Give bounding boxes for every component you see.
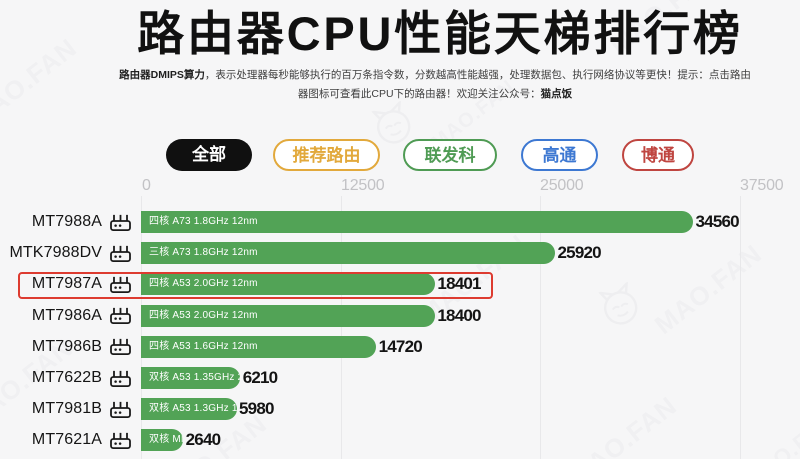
bar: 四核 A53 1.6GHz 12nm	[141, 335, 377, 358]
router-icon[interactable]	[110, 245, 131, 262]
gridline-0	[141, 196, 142, 459]
router-icon[interactable]	[110, 401, 131, 418]
router-icon[interactable]	[110, 338, 131, 356]
cpu-name: MT7981B	[31, 400, 102, 418]
bar-value: 34560	[695, 212, 740, 231]
bar: 双核 A53 1.35GHz 28nm	[141, 367, 241, 389]
bar: 四核 A73 1.8GHz 12nm	[141, 211, 694, 233]
router-icon[interactable]	[110, 276, 131, 293]
router-icon[interactable]	[110, 370, 131, 387]
bar-spec-label: 双核 A53 1.35GHz 28nm	[149, 372, 240, 383]
bar-spec-label: 三核 A73 1.8GHz 12nm	[149, 247, 258, 259]
highlight-box	[18, 271, 493, 299]
filter-mediatek-button[interactable]: 联发科	[403, 138, 497, 171]
bar-spec-label: 四核 A53 1.6GHz 12nm	[149, 340, 258, 352]
router-icon[interactable]	[110, 214, 131, 231]
cpu-name: MTK7988DV	[9, 244, 102, 262]
bar-value: 5980	[239, 399, 274, 419]
bar-value: 6210	[242, 368, 278, 387]
subtitle-bold-lead: 路由器DMIPS算力	[119, 69, 205, 81]
gridline-25000	[540, 196, 542, 459]
subtitle-line1: ，表示处理器每秒能够执行的百万条指令数，分数越高性能越强，处理数据包、执行网络协…	[204, 69, 751, 81]
router-icon[interactable]	[110, 432, 131, 449]
gridline-37500	[740, 196, 741, 459]
bar-spec-label: 四核 A53 2.0GHz 12nm	[149, 309, 258, 321]
gridline-12500	[340, 196, 342, 459]
bar-spec-label: 四核 A73 1.8GHz 12nm	[149, 216, 258, 227]
x-axis-tick-25000: 25000	[540, 177, 584, 194]
x-axis-tick-12500: 12500	[341, 177, 385, 194]
x-axis-tick-0: 0	[142, 177, 151, 194]
filter-qualcomm-button[interactable]: 高通	[521, 138, 598, 171]
cpu-name: MT7988A	[31, 213, 102, 230]
router-icon[interactable]	[110, 307, 131, 325]
bar-value: 2640	[185, 430, 221, 450]
bar-spec-label: 双核 A53 1.3GHz 12nm	[149, 403, 237, 415]
cpu-name: MT7986A	[31, 306, 102, 324]
subtitle-line2: 器图标可查看此CPU下的路由器！欢迎关注公众号：	[297, 87, 541, 100]
x-axis-tick-37500: 37500	[740, 177, 784, 194]
bar-value: 18401	[437, 274, 481, 294]
bar: 四核 A53 2.0GHz 12nm	[141, 304, 435, 327]
bar-spec-label: 双核 MIPS 880MHz 28nm	[149, 434, 184, 446]
bar-spec-label: 四核 A53 2.0GHz 12nm	[149, 278, 258, 290]
bar: 双核 MIPS 880MHz 28nm	[141, 429, 184, 452]
cpu-name: MT7987A	[31, 275, 102, 293]
filter-all-button[interactable]: 全部	[166, 138, 252, 171]
cpu-name: MT7621A	[31, 431, 102, 449]
cpu-name: MT7622B	[31, 369, 102, 386]
page-title: 路由器CPU性能天梯排行榜	[137, 7, 743, 60]
bar: 三核 A73 1.8GHz 12nm	[141, 242, 556, 265]
bar: 四核 A53 2.0GHz 12nm	[141, 273, 435, 296]
bar-value: 14720	[378, 336, 423, 356]
bar-value: 18400	[437, 305, 481, 325]
filter-broadcom-button[interactable]: 博通	[622, 138, 694, 171]
subtitle-brand: 猫点饭	[540, 87, 573, 100]
bar-value: 25920	[557, 243, 602, 263]
bar: 双核 A53 1.3GHz 12nm	[141, 398, 237, 421]
filter-recommended-button[interactable]: 推荐路由	[273, 138, 380, 171]
cpu-name: MT7986B	[31, 337, 102, 355]
page-subtitle: 路由器DMIPS算力，表示处理器每秒能够执行的百万条指令数，分数越高性能越强，处…	[70, 66, 800, 103]
